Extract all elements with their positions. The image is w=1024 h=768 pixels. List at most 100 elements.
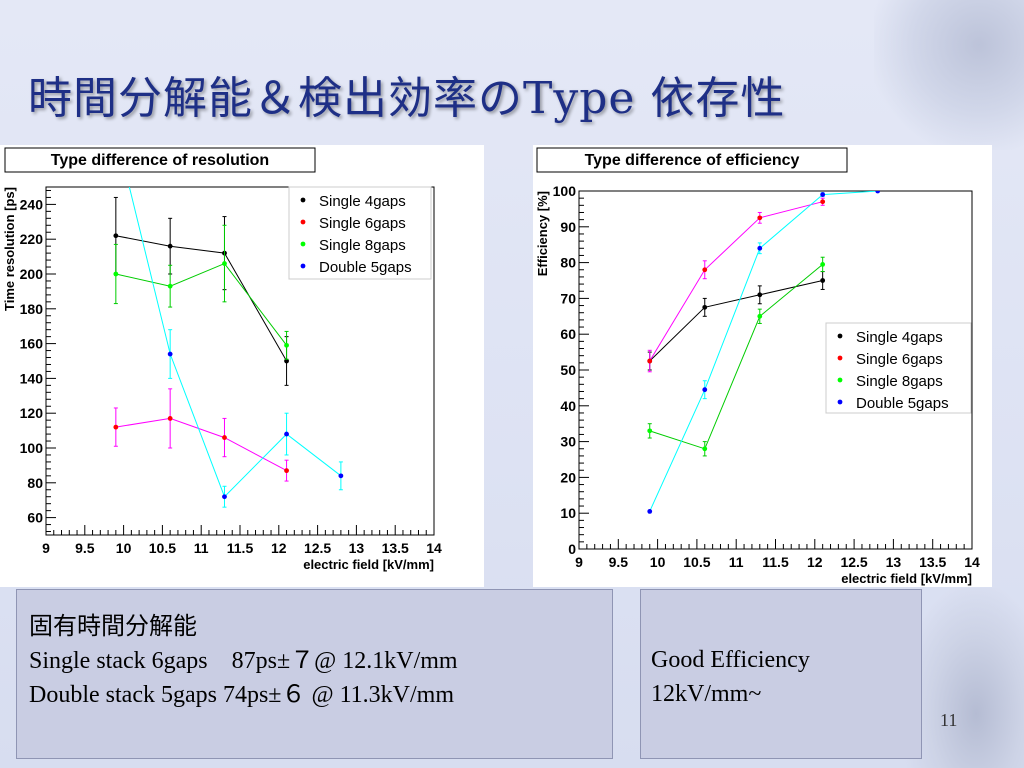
x-axis-title: electric field [kV/mm] [303, 557, 434, 572]
y-axis-title: Time resolution [ps] [2, 187, 17, 311]
x-tick-label: 11.5 [762, 554, 789, 570]
legend-marker [300, 263, 306, 269]
y-tick-label: 30 [560, 434, 576, 450]
y-tick-label: 220 [20, 231, 44, 247]
data-point [284, 342, 289, 348]
series-line [115, 262, 287, 346]
legend-label: Single 4gaps [319, 193, 406, 210]
data-point [757, 292, 763, 298]
x-tick-label: 13 [349, 540, 365, 556]
data-point [820, 199, 826, 205]
resolution-chart: Type difference of resolution 9 9.5 10 10.5 1… [2, 147, 442, 572]
legend-marker [837, 355, 843, 361]
legend-label: Single 4gaps [856, 329, 943, 346]
x-tick-label: 12 [807, 554, 823, 570]
legend: Single 4gaps Single 6gaps Single 8gaps Doub… [288, 186, 432, 280]
data-point [702, 387, 708, 393]
x-tick-label: 11 [194, 540, 209, 556]
legend-label: Single 6gaps [319, 215, 406, 232]
legend-label: Single 8gaps [856, 373, 943, 390]
series-line [649, 280, 823, 362]
legend-marker [837, 399, 843, 405]
data-point [222, 261, 227, 266]
legend-box [288, 186, 432, 280]
legend-label: Double 5gaps [856, 395, 949, 412]
y-tick-label: 200 [20, 266, 44, 282]
chart-title-box [536, 147, 848, 173]
resolution-summary-box: 固有時間分解能 Single stack 6gaps 87ps±７@ 12.1k… [16, 589, 613, 759]
plot-area [113, 187, 344, 508]
decorative-background-bottom [904, 588, 1024, 768]
y-tick-label: 50 [560, 362, 576, 378]
summary-heading: 固有時間分解能 [29, 614, 197, 640]
chart-title-box [4, 147, 316, 173]
data-point [113, 233, 119, 239]
x-tick-label: 10 [650, 554, 666, 570]
x-tick-label: 10 [116, 540, 132, 556]
data-point [757, 313, 763, 319]
data-point [167, 416, 173, 421]
x-tick-label: 9 [575, 554, 583, 570]
x-tick-label: 11.5 [227, 540, 254, 556]
legend-marker [837, 377, 843, 383]
series-single-8gaps [113, 224, 289, 360]
y-tick-label: 240 [20, 196, 44, 212]
slide-title: 時間分解能＆検出効率のType 依存性 [28, 73, 786, 124]
data-point [702, 304, 708, 310]
data-point [167, 283, 173, 289]
data-point [284, 431, 289, 437]
x-tick-label: 12 [271, 540, 287, 556]
y-tick-label: 160 [20, 336, 44, 352]
legend-marker [837, 333, 843, 339]
page-number: 11 [940, 710, 958, 730]
y-tick-label: 120 [20, 405, 44, 421]
series-single-4gaps [647, 271, 826, 371]
data-point [167, 351, 173, 357]
data-point [820, 261, 826, 267]
series-line [649, 201, 823, 362]
legend-label: Double 5gaps [319, 259, 412, 276]
x-tick-label: 9 [42, 540, 50, 556]
efficiency-chart-panel: Type difference of efficiency 9 9.5 10 10.5 1… [533, 145, 992, 587]
y-tick-label: 90 [560, 219, 576, 235]
chart-title: Type difference of resolution [51, 152, 269, 169]
efficiency-summary-field: 12kV/mm~ [651, 681, 762, 707]
data-point [647, 358, 653, 364]
series-single-4gaps [113, 196, 289, 386]
x-tick-label: 10.5 [683, 554, 710, 570]
series-line [115, 235, 288, 362]
x-tick-label: 14 [964, 554, 980, 570]
y-tick-label: 100 [553, 183, 577, 199]
x-tick-label: 12.5 [840, 554, 867, 570]
efficiency-summary-heading: Good Efficiency [651, 647, 810, 673]
summary-double-stack: Double stack 5gaps 74ps±６ @ 11.3kV/mm [29, 682, 455, 708]
data-point [820, 278, 826, 283]
series-line [115, 417, 287, 472]
x-tick-label: 11 [729, 554, 744, 570]
y-tick-label: 180 [20, 301, 44, 317]
y-tick-label: 80 [560, 255, 576, 271]
legend-box [825, 322, 972, 414]
data-point [702, 267, 708, 273]
data-point [338, 473, 344, 479]
data-point [647, 428, 653, 434]
chart-title: Type difference of efficiency [585, 152, 800, 169]
x-axis-title: electric field [kV/mm] [841, 571, 972, 586]
x-tick-label: 10.5 [149, 540, 176, 556]
series-single-6gaps [647, 197, 826, 373]
series-double-5gaps [128, 187, 344, 508]
series-single-6gaps [113, 388, 289, 482]
efficiency-chart: Type difference of efficiency 9 9.5 10 10.5 1… [535, 147, 980, 586]
series-single-8gaps [647, 256, 826, 457]
resolution-chart-panel: Type difference of resolution 9 9.5 10 10.5 1… [0, 145, 484, 587]
data-point [167, 243, 173, 249]
x-tick-label: 9.5 [609, 554, 629, 570]
x-tick-label: 13.5 [919, 554, 946, 570]
legend-marker [300, 197, 306, 203]
legend-marker [300, 219, 306, 225]
plot-area [647, 191, 881, 514]
data-point [757, 245, 763, 251]
y-tick-label: 40 [560, 398, 576, 414]
x-tick-label: 12.5 [304, 540, 331, 556]
series-line [649, 264, 824, 450]
